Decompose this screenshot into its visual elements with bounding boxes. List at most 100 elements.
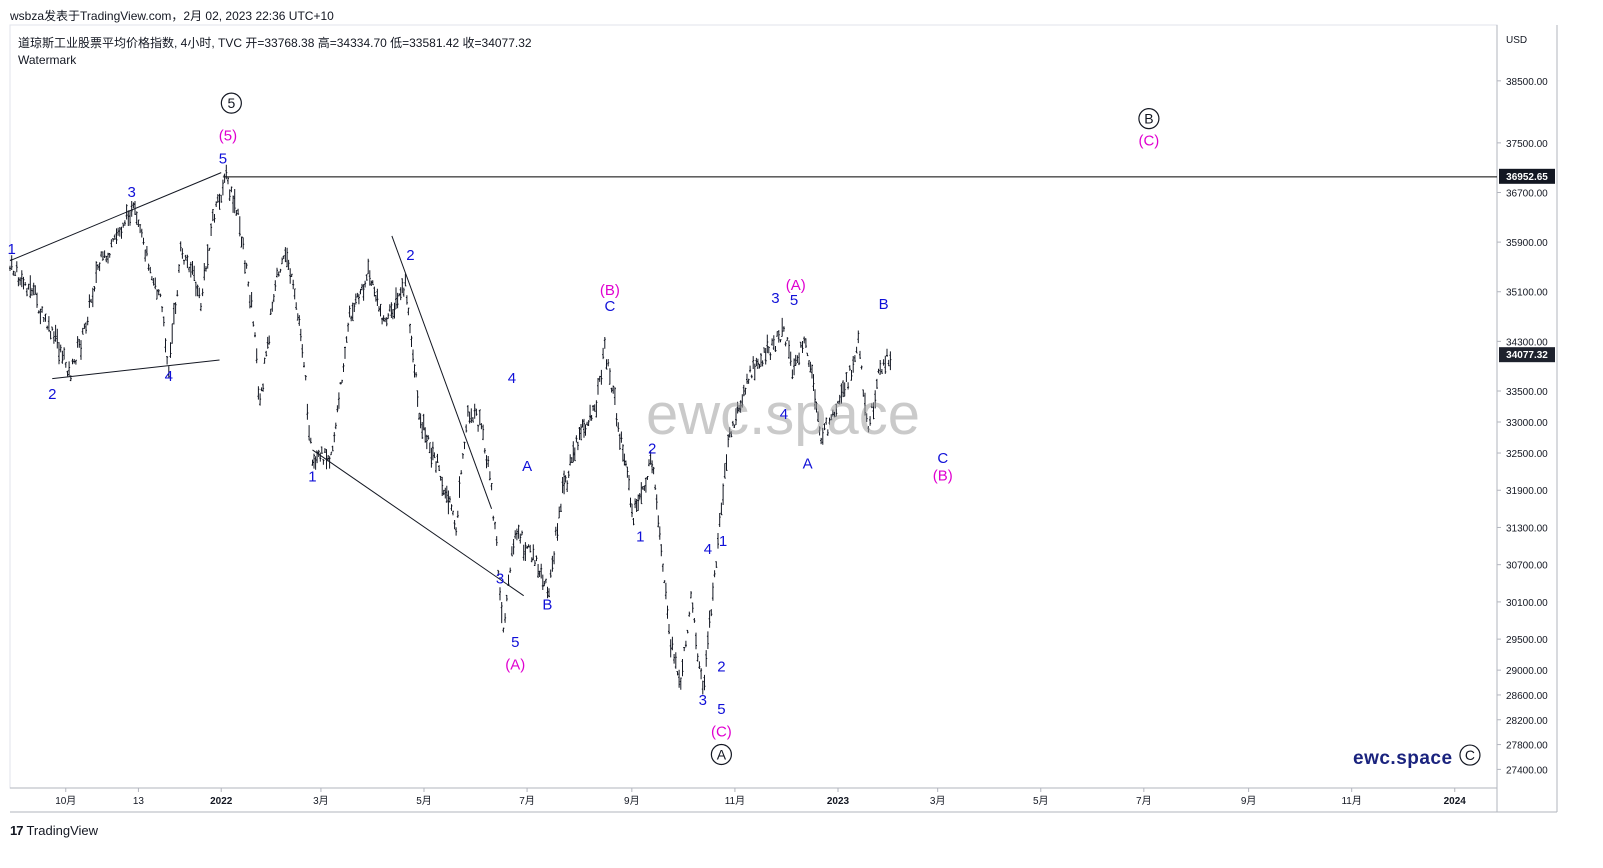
wave-label: 5 bbox=[219, 150, 227, 167]
wave-label: C bbox=[937, 450, 948, 467]
x-tick-label: 7月 bbox=[1136, 795, 1152, 807]
y-tick-label: 33500.00 bbox=[1506, 387, 1548, 398]
trendline bbox=[9, 172, 222, 262]
y-tick-label: 35100.00 bbox=[1506, 288, 1548, 299]
wave-label: (B) bbox=[600, 282, 620, 299]
x-tick-label: 3月 bbox=[930, 795, 946, 807]
wave-label: 3 bbox=[771, 290, 779, 307]
trendline bbox=[312, 449, 524, 597]
wave-label: 1 bbox=[636, 529, 644, 546]
wave-label-text: 5 bbox=[227, 95, 235, 111]
wave-label-text: C bbox=[1465, 747, 1475, 763]
level-price-text: 36952.65 bbox=[1506, 172, 1548, 183]
wave-label: (A) bbox=[505, 657, 525, 674]
x-tick-label: 9月 bbox=[624, 795, 640, 807]
wave-label: (C) bbox=[1138, 132, 1159, 149]
y-tick-label: 27800.00 bbox=[1506, 741, 1548, 752]
circled-wave-label: B bbox=[1138, 108, 1160, 130]
ohlc-bars bbox=[9, 164, 892, 695]
wave-label: 2 bbox=[48, 386, 56, 403]
wave-label: 1 bbox=[8, 241, 16, 258]
wave-label: C bbox=[604, 298, 615, 315]
x-tick-label: 13 bbox=[133, 796, 145, 807]
wave-label: 4 bbox=[780, 406, 788, 423]
y-tick-label: 28200.00 bbox=[1506, 716, 1548, 727]
y-tick-label: 27400.00 bbox=[1506, 765, 1548, 776]
y-tick-label: 28600.00 bbox=[1506, 691, 1548, 702]
level-price-tag bbox=[1499, 168, 1555, 184]
wave-label: 2 bbox=[648, 441, 656, 458]
wave-label: 4 bbox=[508, 370, 516, 387]
trendline bbox=[52, 359, 220, 380]
y-axis-unit: USD bbox=[1506, 35, 1527, 46]
wave-label: (C) bbox=[711, 724, 732, 741]
y-tick-label: 29500.00 bbox=[1506, 635, 1548, 646]
x-tick-label: 7月 bbox=[519, 795, 535, 807]
current-price-text: 34077.32 bbox=[1506, 350, 1548, 361]
x-tick-label: 5月 bbox=[416, 795, 432, 807]
tradingview-footer[interactable]: 17 TradingView bbox=[10, 823, 98, 838]
wave-label: 1 bbox=[719, 533, 727, 550]
y-tick-label: 38500.00 bbox=[1506, 77, 1548, 88]
y-tick-label: 31900.00 bbox=[1506, 486, 1548, 497]
wave-label: 5 bbox=[790, 292, 798, 309]
wave-label: (A) bbox=[786, 277, 806, 294]
y-tick-label: 30100.00 bbox=[1506, 598, 1548, 609]
wave-label-circle bbox=[1459, 744, 1481, 766]
trendlines[interactable] bbox=[9, 172, 524, 597]
wave-label: B bbox=[542, 596, 552, 613]
tradingview-logo-icon: 17 bbox=[10, 823, 24, 838]
wave-label: 2 bbox=[406, 247, 414, 264]
wave-label-text: B bbox=[1144, 111, 1153, 127]
watermark-text: ewc.space bbox=[646, 382, 920, 447]
circled-wave-label: A bbox=[710, 743, 732, 766]
x-tick-label: 10月 bbox=[55, 795, 76, 807]
tradingview-brand: TradingView bbox=[26, 823, 99, 838]
wave-label: 3 bbox=[699, 692, 707, 709]
x-tick-label: 2023 bbox=[827, 796, 850, 807]
y-tick-label: 29000.00 bbox=[1506, 666, 1548, 677]
wave-label: A bbox=[803, 456, 813, 473]
wave-label-circle bbox=[1138, 108, 1160, 130]
x-tick-label: 11月 bbox=[725, 795, 745, 807]
wave-label: 3 bbox=[127, 184, 135, 201]
y-tick-label: 33000.00 bbox=[1506, 418, 1548, 429]
circled-wave-label: C bbox=[1459, 744, 1481, 766]
wave-label: 4 bbox=[704, 541, 712, 558]
wave-label-circle bbox=[220, 92, 242, 114]
wave-label-circle bbox=[710, 743, 732, 766]
wave-label: 5 bbox=[717, 701, 725, 718]
wave-label: (5) bbox=[219, 127, 237, 144]
watermark-label: Watermark bbox=[18, 53, 77, 67]
wave-label: 4 bbox=[165, 368, 173, 385]
publish-header: wsbza发表于TradingView.com，2月 02, 2023 22:3… bbox=[10, 9, 334, 23]
x-tick-label: 2024 bbox=[1444, 796, 1467, 807]
trendline bbox=[391, 235, 493, 510]
wave-label-text: A bbox=[717, 746, 727, 762]
y-tick-label: 30700.00 bbox=[1506, 561, 1548, 572]
y-tick-label: 35900.00 bbox=[1506, 238, 1548, 249]
x-tick-label: 11月 bbox=[1341, 795, 1361, 807]
y-tick-label: 31300.00 bbox=[1506, 523, 1548, 534]
y-tick-label: 36700.00 bbox=[1506, 188, 1548, 199]
wave-label: (B) bbox=[933, 467, 953, 484]
wave-label: 2 bbox=[717, 658, 725, 675]
symbol-legend: 道琼斯工业股票平均价格指数, 4小时, TVC 开=33768.38 高=343… bbox=[18, 34, 532, 67]
x-tick-label: 9月 bbox=[1241, 795, 1257, 807]
price-axis[interactable]: USD 38500.00 37500.00 36700.00 35900.00 35100… bbox=[1497, 35, 1548, 776]
wave-label: A bbox=[522, 458, 532, 475]
horizontal-level[interactable]: 36952.65 34077.32 bbox=[222, 168, 1555, 363]
x-tick-label: 2022 bbox=[210, 796, 233, 807]
x-tick-label: 3月 bbox=[313, 795, 329, 807]
wave-label: 5 bbox=[511, 634, 519, 651]
x-tick-label: 5月 bbox=[1033, 795, 1049, 807]
wave-label: 3 bbox=[496, 570, 504, 587]
circled-wave-label: 5 bbox=[220, 92, 242, 114]
current-price-tag bbox=[1499, 347, 1555, 363]
wave-label: 1 bbox=[308, 469, 316, 486]
y-tick-label: 34300.00 bbox=[1506, 337, 1548, 348]
y-tick-label: 32500.00 bbox=[1506, 449, 1548, 460]
time-axis[interactable]: 10月 13 2022 3月 5月 7月 9月 11月 2023 3月 5月 7月 9月 11月 2024 bbox=[55, 788, 1466, 807]
